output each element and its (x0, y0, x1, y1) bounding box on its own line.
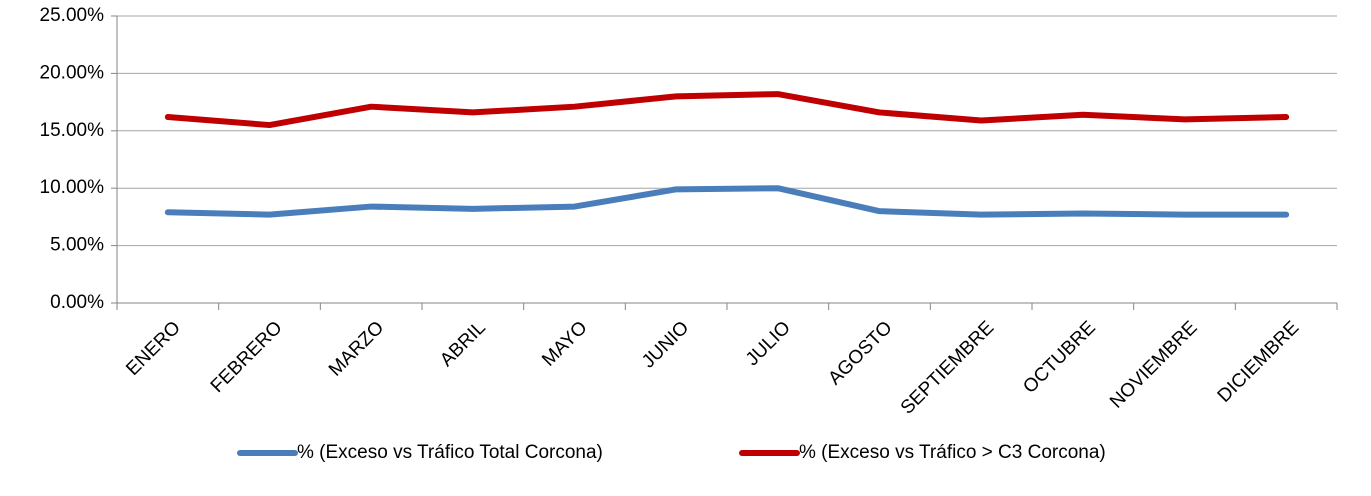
x-tick-label: MAYO (538, 317, 591, 370)
x-tick-label: OCTUBRE (1019, 317, 1100, 398)
x-tick-label: FEBRERO (207, 317, 287, 397)
y-tick-label: 15.00% (40, 120, 105, 141)
y-tick-label: 25.00% (40, 5, 105, 26)
x-tick-label: SEPTIEMBRE (897, 317, 998, 418)
legend-label: % (Exceso vs Tráfico Total Corcona) (297, 442, 603, 463)
x-tick-label: DICIEMBRE (1214, 317, 1304, 407)
y-tick-label: 10.00% (40, 177, 105, 198)
x-tick-label: AGOSTO (824, 317, 896, 389)
x-tick-label: ENERO (122, 317, 185, 380)
y-tick-label: 0.00% (50, 292, 104, 313)
data-line (164, 185, 1290, 218)
data-line (164, 91, 1290, 129)
x-tick-label: ABRIL (436, 317, 490, 371)
legend-label: % (Exceso vs Tráfico > C3 Corcona) (799, 442, 1106, 463)
x-tick-label: JULIO (742, 317, 795, 370)
y-tick-label: 20.00% (40, 62, 105, 83)
x-tick-label: JUNIO (638, 317, 693, 372)
y-tick-label: 5.00% (50, 235, 104, 256)
x-tick-label: MARZO (325, 317, 388, 380)
x-tick-label: NOVIEMBRE (1106, 317, 1201, 412)
